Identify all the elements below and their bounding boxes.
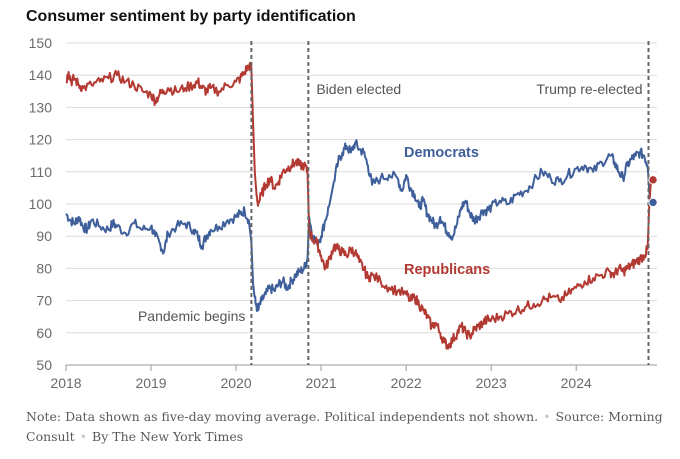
- y-tick-label: 100: [29, 196, 53, 212]
- chart-note: Note: Data shown as five-day moving aver…: [26, 407, 666, 447]
- y-tick-label: 90: [36, 228, 52, 244]
- series-label-democrats: Democrats: [404, 145, 479, 161]
- y-tick-label: 60: [36, 325, 52, 341]
- series-line-republicans: [65, 61, 652, 350]
- source-label: Source:: [555, 409, 605, 424]
- x-tick-label: 2021: [306, 375, 337, 391]
- chart-title: Consumer sentiment by party identificati…: [26, 8, 356, 25]
- series-labels: Democrats Republicans: [404, 145, 658, 278]
- x-tick-label: 2018: [50, 375, 81, 391]
- x-tick-label: 2020: [220, 375, 251, 391]
- series-line-democrats: [65, 139, 652, 312]
- series-label-republicans: Republicans: [404, 262, 490, 278]
- note-text: Note: Data shown as five-day moving aver…: [26, 409, 539, 424]
- y-tick-label: 140: [29, 67, 53, 83]
- end-point-democrats: [648, 197, 658, 208]
- x-tick-label: 2022: [391, 375, 422, 391]
- event-label: Biden elected: [316, 81, 401, 97]
- y-tick-label: 120: [29, 132, 53, 148]
- axis-labels: 50 60 70 80 90 100 110 120 130 140 150 2018 2019 2020…: [29, 35, 592, 391]
- x-tick-label: 2019: [135, 375, 166, 391]
- credit-text: By The New York Times: [92, 429, 244, 444]
- x-tick-label: 2024: [561, 375, 592, 391]
- y-tick-label: 50: [36, 357, 52, 373]
- event-label: Pandemic begins: [138, 308, 245, 324]
- line-chart: 50 60 70 80 90 100 110 120 130 140 150 2018 2019 2020…: [29, 35, 658, 391]
- source-name: Morning Consult: [26, 409, 663, 444]
- y-tick-label: 130: [29, 99, 53, 115]
- y-tick-label: 70: [36, 293, 52, 309]
- end-point-republicans: [648, 175, 658, 185]
- event-label: Trump re-elected: [536, 81, 642, 97]
- x-tick-label: 2023: [476, 375, 507, 391]
- separator-dot: •: [79, 429, 88, 444]
- y-tick-label: 150: [29, 35, 53, 51]
- separator-dot: •: [543, 409, 551, 424]
- series-lines: [65, 61, 652, 350]
- y-tick-label: 80: [36, 260, 52, 276]
- y-tick-label: 110: [30, 164, 53, 180]
